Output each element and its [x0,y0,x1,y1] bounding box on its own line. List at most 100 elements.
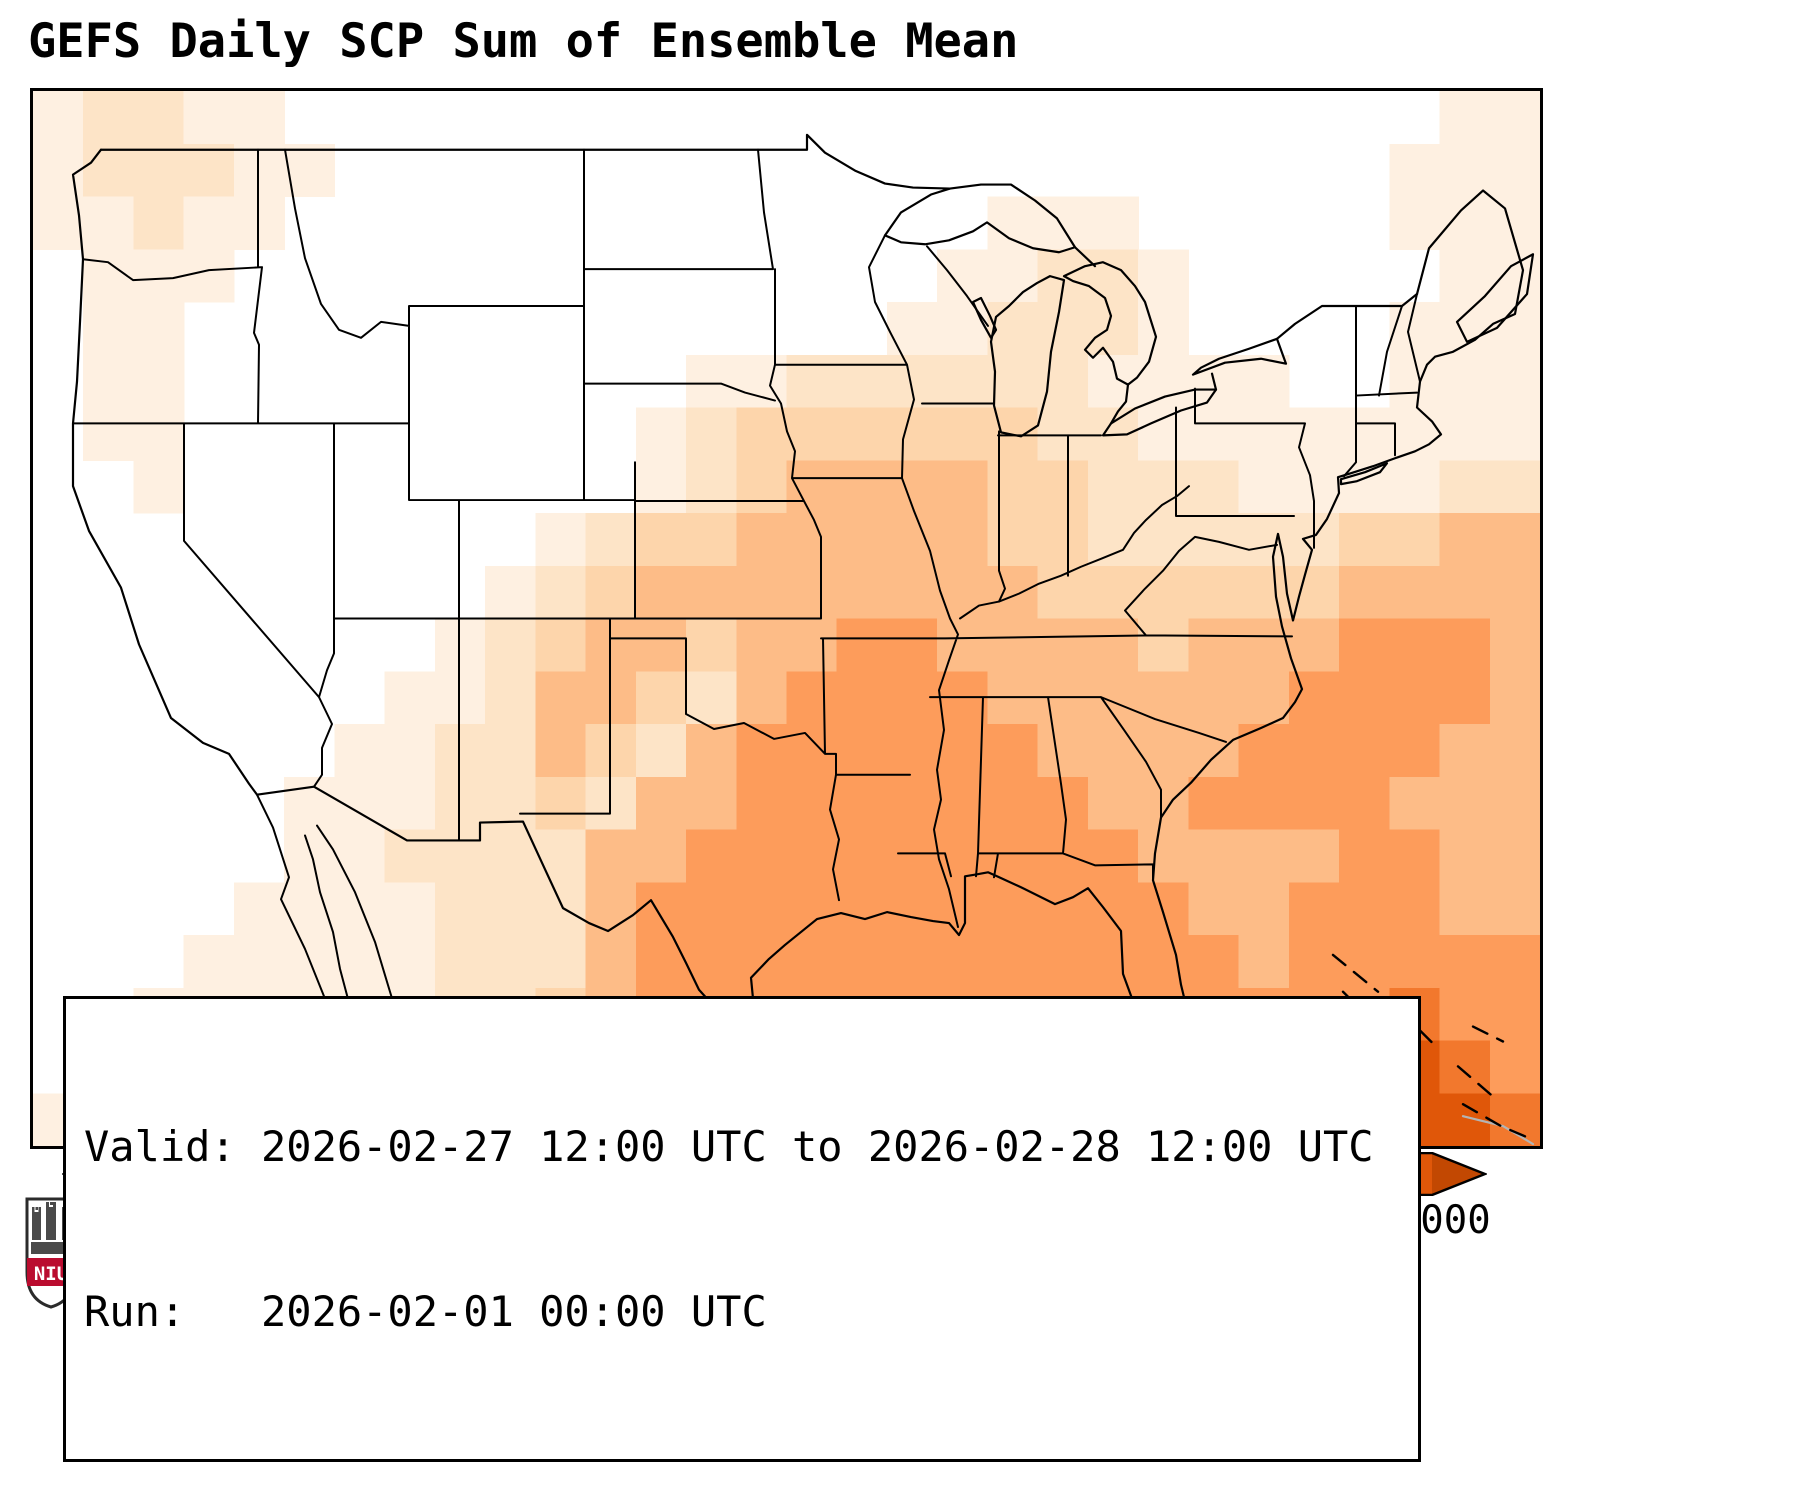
heatmap-cell [1339,618,1390,672]
heatmap-cell [1037,513,1089,567]
heatmap-cell [535,671,587,725]
heatmap-cell [836,671,888,725]
heatmap-cell [887,935,938,989]
run-line: Run: 2026-02-01 00:00 UTC [84,1287,767,1336]
heatmap-cell [485,565,536,620]
heatmap-cell [434,671,486,725]
heatmap-cell [1439,143,1491,198]
heatmap-cell [836,882,888,936]
heatmap-cell [836,618,888,672]
heatmap-cell [1389,618,1441,672]
heatmap-cell [1439,354,1491,409]
heatmap-cell [1087,460,1139,514]
heatmap-cell [384,935,436,989]
heatmap-cell [686,460,737,514]
heatmap-cell [183,249,235,303]
niu-logo-text: NIU [34,1263,68,1285]
heatmap-cell [786,354,838,409]
heatmap-cell [887,618,938,672]
heatmap-cell [1489,935,1540,989]
heatmap-cell [183,196,235,250]
heatmap-cell [535,829,587,883]
heatmap-cell [434,776,486,831]
heatmap-cell [1439,935,1491,989]
heatmap-cell [1439,565,1491,620]
heatmap-cell [1037,618,1089,672]
heatmap-cell [1238,565,1290,620]
heatmap-cell [836,407,888,461]
heatmap-cell [535,776,587,831]
heatmap-cell [1489,671,1540,725]
heatmap-cell [1489,407,1540,461]
heatmap-cell [736,776,788,831]
heatmap-cell [1439,776,1491,831]
heatmap-cell [1238,935,1290,989]
heatmap-cell [1439,302,1491,356]
heatmap-cell [1188,618,1240,672]
heatmap-cell [1138,249,1189,303]
heatmap-cell [786,935,838,989]
heatmap-cell [887,724,938,778]
heatmap-cell [334,935,386,989]
heatmap-cell [1389,513,1441,567]
heatmap-cell [1188,671,1240,725]
heatmap-cell [233,196,285,250]
heatmap-cell [635,882,687,936]
heatmap-cell [1087,829,1139,883]
map-canvas [33,91,1540,1146]
heatmap-cell [736,882,788,936]
heatmap-cell [233,91,285,145]
heatmap-cell [1439,882,1491,936]
heatmap-cell [585,671,637,725]
heatmap-cell [1238,776,1290,831]
heatmap-cell [1037,935,1089,989]
heatmap-cell [1489,91,1540,145]
heatmap-cell [1489,565,1540,620]
heatmap-cell [434,618,486,672]
long-island [1339,462,1389,486]
heatmap-cell [937,302,989,356]
heatmap-cell [937,513,989,567]
heatmap-cell [1188,565,1240,620]
heatmap-cell [635,460,687,514]
heatmap-cell [1489,1093,1540,1146]
heatmap-cell [1439,724,1491,778]
heatmap-cell [635,513,687,567]
heatmap-cell [635,776,687,831]
heatmap-cell [1389,196,1441,250]
heatmap-cell [786,882,838,936]
heatmap-cell [434,829,486,883]
heatmap-cell [585,618,637,672]
heatmap-cell [1389,935,1441,989]
heatmap-cell [1489,143,1540,198]
heatmap-cell [1288,565,1340,620]
heatmap-cell [686,724,737,778]
heatmap-cell [183,91,235,145]
heatmap-cell [33,196,84,250]
heatmap-cell [736,407,788,461]
heatmap-cell [1439,987,1491,1042]
heatmap-cell [83,302,135,356]
heatmap-cell [1439,407,1491,461]
heatmap-cell [836,513,888,567]
heatmap-cell [987,882,1039,936]
heatmap-cell [585,565,637,620]
heatmap-cell [1439,829,1491,883]
heatmap-cell [1238,618,1290,672]
heatmap-cell [937,407,989,461]
heatmap-cell [1037,882,1089,936]
great-lakes-layer [883,183,1288,438]
heatmap-cell [1188,407,1240,461]
heatmap-cell [836,565,888,620]
heatmap-cell [1138,829,1189,883]
heatmap-cell [1138,513,1189,567]
heatmap-cell [233,935,285,989]
heatmap-cell [1037,196,1089,250]
heatmap-cell [1238,513,1290,567]
heatmap-cell [1138,460,1189,514]
heatmap-cell [1087,565,1139,620]
valid-line: Valid: 2026-02-27 12:00 UTC to 2026-02-2… [84,1122,1374,1171]
heatmap-cell [1389,671,1441,725]
heatmap-cell [284,776,336,831]
heatmap-cell [1489,1040,1540,1094]
